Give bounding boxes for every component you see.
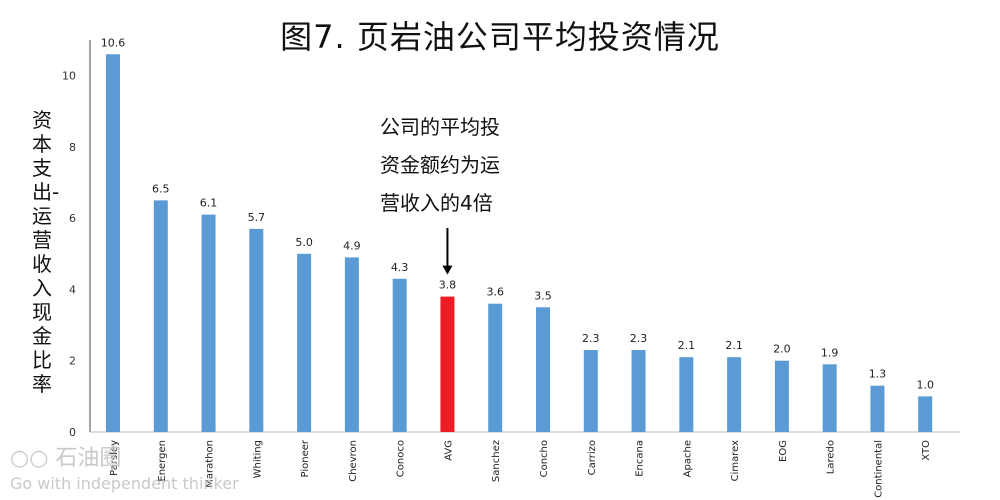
axes [89, 40, 960, 433]
value-label: 6.5 [152, 182, 170, 195]
value-label: 3.8 [439, 279, 457, 292]
y-ticks: 0 2 4 6 8 10 [62, 70, 76, 439]
bar-carrizo [583, 350, 598, 432]
value-label: 5.0 [295, 236, 313, 249]
category-label: EOG [778, 440, 789, 462]
category-label: Encana [635, 440, 646, 477]
arrow-head [442, 265, 453, 275]
bar-energen [153, 200, 168, 432]
category-label: Continental [873, 440, 884, 498]
value-label: 2.0 [773, 343, 791, 356]
value-label: 2.3 [630, 332, 648, 345]
bar-apache [679, 357, 694, 432]
annotation-line: 公司的平均投 [380, 115, 500, 139]
annotation: 公司的平均投 资金额约为运 营收入的4倍 [380, 108, 540, 222]
bar-sanchez [488, 303, 503, 432]
value-label: 4.9 [343, 239, 361, 252]
bar-continental [870, 385, 885, 432]
y-tick-label: 2 [69, 355, 76, 368]
annotation-arrow [442, 228, 453, 275]
bar-xto [918, 396, 933, 432]
category-label: Conoco [396, 440, 407, 477]
bar-encana [631, 350, 646, 432]
y-axis-label: 资本支出-运营收入现金比率 [32, 108, 60, 396]
value-labels: 10.6 6.5 6.1 5.7 5.0 4.9 4.3 3.8 3.6 3.5 2.3 2.3 2.1… [101, 36, 934, 391]
value-label: 3.5 [534, 289, 552, 302]
category-label: Sanchez [491, 440, 502, 482]
watermark-logo-text: 石油圈 [55, 446, 122, 471]
category-label: XTO [921, 440, 932, 461]
value-label: 1.3 [869, 368, 887, 381]
value-label: 1.9 [821, 346, 839, 359]
bar-concho [536, 307, 550, 432]
value-label: 2.3 [582, 332, 600, 345]
bar-pioneer [297, 253, 312, 432]
category-label: Whiting [252, 440, 263, 478]
category-label: Laredo [826, 440, 837, 474]
category-label: Chevron [348, 440, 359, 482]
annotation-line: 资金额约为运 [380, 153, 500, 177]
bar-eog [774, 360, 789, 432]
bar-parsley [106, 54, 120, 432]
wechat-icon: ○○ [10, 446, 49, 471]
category-label: Parsley [109, 440, 120, 476]
value-label: 5.7 [248, 211, 266, 224]
y-tick-label: 10 [62, 70, 76, 83]
value-label: 3.6 [486, 286, 504, 299]
category-label: Concho [539, 440, 550, 477]
category-label: Cimarex [730, 440, 741, 481]
value-label: 6.1 [200, 197, 218, 210]
watermark-logo: ○○ 石油圈 [10, 440, 239, 472]
bar-cimarex [727, 357, 742, 432]
y-tick-label: 0 [69, 426, 76, 439]
value-label: 10.6 [101, 36, 126, 49]
category-label: Pioneer [300, 439, 311, 477]
category-label: Carrizo [587, 440, 598, 475]
chart-title: 图7. 页岩油公司平均投资情况 [280, 18, 720, 56]
value-label: 4.3 [391, 261, 409, 274]
value-label: 2.1 [678, 339, 696, 352]
watermark: ○○ 石油圈 Go with independent thinker [10, 440, 239, 493]
annotation-line: 营收入的4倍 [380, 191, 493, 215]
category-label: Marathon [205, 440, 216, 488]
y-tick-label: 4 [69, 283, 76, 296]
category-labels: Parsley Energen Marathon Whiting Pioneer Chev… [109, 439, 932, 498]
bar-laredo [822, 364, 837, 432]
category-label: Energen [157, 440, 168, 482]
bar-chevron [344, 257, 359, 432]
category-label: AVG [443, 440, 454, 461]
value-label: 1.0 [916, 378, 934, 391]
y-tick-label: 6 [69, 212, 76, 225]
bars [106, 54, 933, 432]
y-tick-label: 8 [69, 141, 76, 154]
watermark-slogan: Go with independent thinker [10, 474, 239, 493]
bar-conoco [392, 278, 407, 432]
bar-avg [440, 296, 455, 432]
bar-marathon [201, 214, 216, 432]
value-label: 2.1 [725, 339, 743, 352]
category-label: Apache [682, 440, 693, 477]
bar-whiting [249, 228, 264, 432]
